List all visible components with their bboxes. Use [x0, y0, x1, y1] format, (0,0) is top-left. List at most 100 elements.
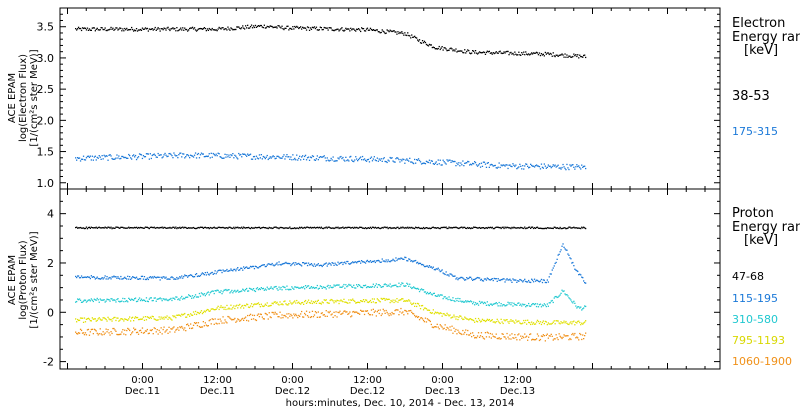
data-point	[571, 333, 573, 336]
data-point	[334, 29, 336, 31]
data-point	[414, 35, 416, 37]
data-point	[509, 334, 511, 336]
data-point	[186, 324, 188, 326]
data-point	[154, 297, 156, 299]
data-point	[506, 304, 508, 306]
data-point	[230, 268, 232, 270]
data-point	[533, 339, 536, 341]
data-point	[286, 304, 288, 306]
data-point	[537, 280, 540, 282]
data-point	[340, 28, 342, 30]
data-point	[336, 299, 338, 301]
data-point	[519, 339, 521, 341]
data-point	[466, 277, 468, 279]
data-point	[407, 300, 409, 302]
data-point	[116, 277, 118, 279]
data-point	[490, 278, 492, 281]
data-point	[477, 227, 480, 229]
data-point	[538, 227, 541, 229]
data-point	[522, 303, 524, 305]
data-point	[156, 28, 158, 30]
data-point	[307, 26, 310, 29]
data-point	[394, 31, 396, 33]
data-point	[269, 227, 271, 229]
data-point	[89, 320, 91, 322]
data-point	[166, 278, 168, 280]
data-point	[134, 154, 137, 157]
data-point	[298, 27, 300, 30]
data-point	[242, 227, 244, 230]
data-point	[224, 227, 226, 229]
data-point	[230, 154, 232, 156]
data-point	[464, 49, 466, 51]
data-point	[525, 336, 527, 338]
data-point	[245, 227, 247, 229]
data-point	[530, 281, 532, 284]
data-point	[389, 301, 391, 304]
data-point	[112, 158, 114, 160]
data-point	[287, 304, 289, 306]
data-point	[194, 310, 197, 313]
data-point	[488, 166, 490, 168]
data-point	[177, 157, 179, 159]
data-point	[506, 319, 508, 321]
data-point	[295, 227, 297, 230]
data-point	[499, 50, 501, 52]
data-point	[139, 226, 142, 229]
data-point	[226, 304, 228, 307]
data-point	[473, 319, 475, 322]
data-point	[561, 337, 563, 340]
data-point	[76, 226, 78, 228]
data-point	[146, 153, 148, 155]
data-point	[513, 54, 515, 56]
data-point	[483, 51, 486, 54]
data-point	[299, 226, 301, 228]
data-point	[350, 262, 352, 265]
data-point	[383, 297, 385, 300]
data-point	[124, 329, 126, 331]
data-point	[238, 304, 240, 307]
data-point	[200, 273, 203, 275]
data-point	[439, 270, 441, 273]
data-point	[104, 332, 106, 334]
data-point	[455, 318, 457, 320]
data-point	[245, 266, 247, 269]
data-point	[117, 276, 119, 278]
data-point	[528, 336, 530, 338]
data-point	[114, 28, 116, 31]
data-point	[285, 27, 287, 29]
data-point	[411, 226, 413, 229]
data-point	[560, 336, 562, 339]
data-point	[535, 51, 538, 53]
data-point	[127, 327, 129, 330]
data-point	[159, 154, 161, 156]
data-point	[83, 334, 86, 336]
data-point	[239, 154, 241, 156]
data-point	[238, 319, 240, 321]
data-point	[95, 159, 97, 161]
data-point	[102, 299, 104, 301]
data-point	[421, 162, 424, 165]
data-point	[183, 329, 185, 331]
data-point	[129, 155, 131, 157]
data-point	[129, 29, 131, 31]
data-point	[510, 51, 512, 54]
data-point	[299, 315, 301, 317]
data-point	[475, 277, 478, 279]
data-point	[169, 278, 171, 280]
data-point	[576, 336, 578, 338]
data-point	[167, 318, 169, 320]
data-point	[202, 294, 204, 296]
x-tick-time: 0:00	[281, 375, 303, 386]
data-point	[502, 278, 504, 280]
data-point	[136, 300, 139, 302]
data-point	[457, 227, 459, 229]
data-point	[328, 226, 330, 228]
data-point	[495, 167, 497, 169]
electron-legend-38-53: 38-53	[732, 89, 770, 104]
data-point	[236, 320, 238, 322]
data-point	[260, 227, 262, 229]
data-point	[502, 304, 504, 306]
data-point	[503, 164, 505, 166]
data-point	[87, 276, 90, 278]
